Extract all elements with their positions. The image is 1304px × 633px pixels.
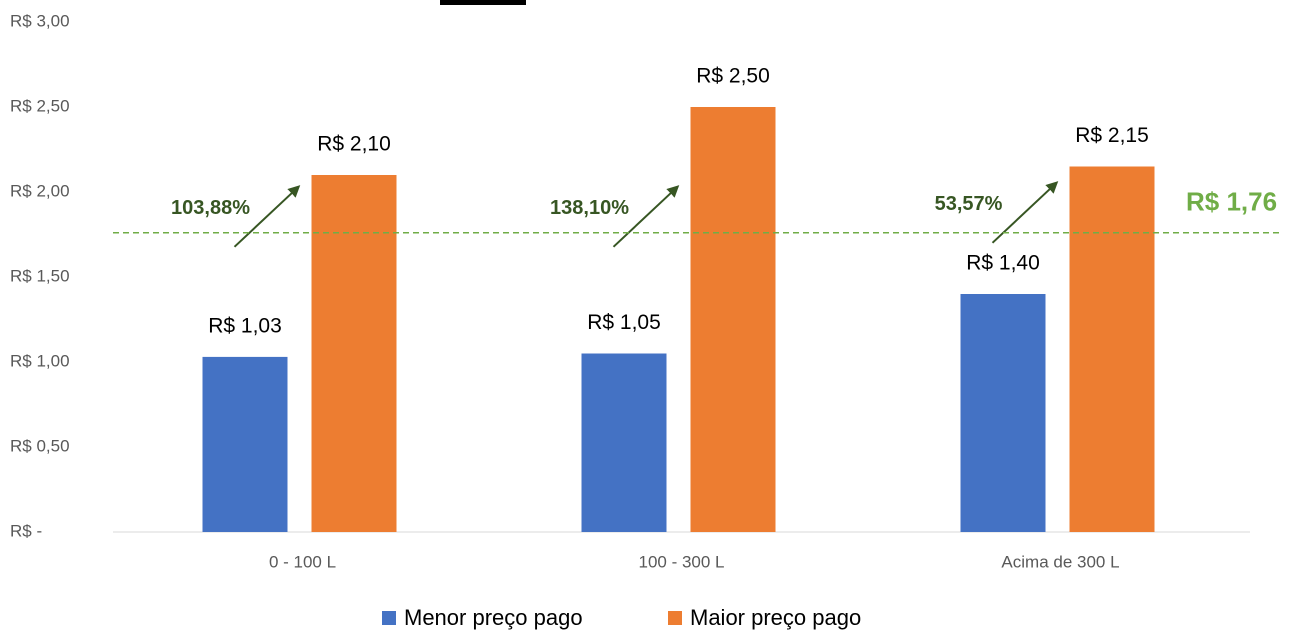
legend-swatch — [382, 611, 396, 625]
y-tick-label: R$ 2,50 — [10, 96, 70, 115]
annotation-arrow — [612, 185, 680, 248]
annotation: 138,10% — [550, 197, 629, 219]
bar — [1069, 166, 1155, 532]
bar — [311, 175, 397, 532]
bar — [690, 107, 776, 532]
bar — [960, 294, 1046, 532]
annotation: 103,88% — [171, 197, 250, 219]
annotation: 53,57% — [935, 193, 1003, 215]
y-tick-label: R$ - — [10, 521, 42, 540]
x-tick-label: 100 - 300 L — [638, 552, 724, 571]
y-tick-label: R$ 1,50 — [10, 266, 70, 285]
legend-swatch — [668, 611, 682, 625]
x-tick-label: Acima de 300 L — [1001, 552, 1119, 571]
value-label: R$ 2,15 — [1075, 124, 1149, 147]
legend-label: Maior preço pago — [690, 605, 861, 630]
bar — [202, 356, 288, 532]
legend-label: Menor preço pago — [404, 605, 583, 630]
y-tick-label: R$ 0,50 — [10, 436, 70, 455]
y-tick-label: R$ 3,00 — [10, 11, 70, 30]
value-label: R$ 1,40 — [966, 252, 1040, 275]
value-label: R$ 2,50 — [696, 65, 770, 88]
y-tick-label: R$ 1,00 — [10, 351, 70, 370]
bar — [581, 353, 667, 532]
annotation-arrow — [233, 185, 301, 248]
y-tick-label: R$ 2,00 — [10, 181, 70, 200]
value-label: R$ 2,10 — [317, 133, 391, 156]
x-tick-label: 0 - 100 L — [269, 552, 336, 571]
value-label: R$ 1,03 — [208, 314, 282, 337]
reference-label: R$ 1,76 — [1186, 187, 1277, 217]
top-artifact — [440, 0, 526, 5]
value-label: R$ 1,05 — [587, 311, 661, 334]
